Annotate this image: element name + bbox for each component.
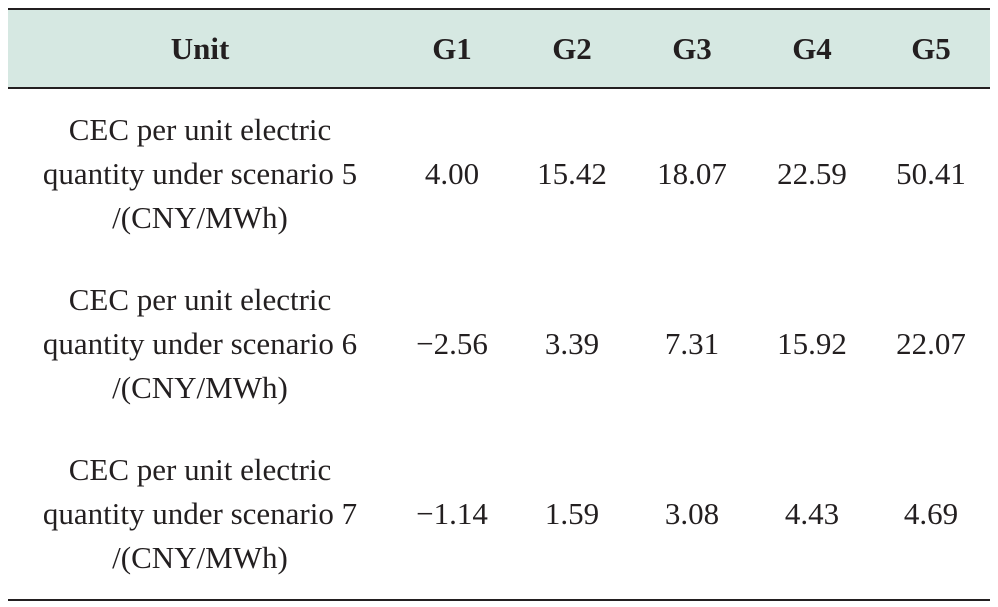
row-label: CEC per unit electric quantity under sce…: [8, 429, 392, 601]
cell-g3: 3.08: [632, 429, 752, 601]
row-label-line: /(CNY/MWh): [112, 370, 288, 405]
header-g2: G2: [512, 8, 632, 89]
cell-g1: −1.14: [392, 429, 512, 601]
row-label-line: CEC per unit electric: [68, 452, 332, 487]
table-row: CEC per unit electric quantity under sce…: [8, 259, 990, 429]
table-row: CEC per unit electric quantity under sce…: [8, 429, 990, 601]
row-label-line: quantity under scenario 5: [42, 156, 358, 191]
cell-g3: 18.07: [657, 156, 727, 191]
row-label-line: CEC per unit electric: [68, 282, 332, 317]
data-table: Unit G1 G2 G3 G4 G5 CEC per unit electri…: [8, 8, 990, 601]
row-label-line: /(CNY/MWh): [112, 200, 288, 235]
row-label-line: quantity under scenario 6: [42, 326, 358, 361]
cell-g1: −2.56: [416, 326, 488, 361]
row-label: CEC per unit electric quantity under sce…: [8, 259, 392, 429]
cell-g5: 22.07: [896, 326, 966, 361]
table-header-row: Unit G1 G2 G3 G4 G5: [8, 8, 990, 89]
cell-g4: 15.92: [777, 326, 847, 361]
cell-g5: 50.41: [896, 156, 966, 191]
row-label-line: CEC per unit electric: [68, 112, 332, 147]
row-label-line: quantity under scenario 7: [42, 496, 358, 531]
cell-g2: 1.59: [512, 429, 632, 601]
header-g3: G3: [632, 8, 752, 89]
cell-g5: 4.69: [872, 429, 990, 601]
header-g5: G5: [872, 8, 990, 89]
row-label: CEC per unit electric quantity under sce…: [8, 88, 392, 259]
cell-g4: 22.59: [777, 156, 847, 191]
cell-g1: 4.00: [424, 156, 480, 191]
cell-g3: 7.31: [664, 326, 720, 361]
header-g1: G1: [392, 8, 512, 89]
cell-g2: 3.39: [544, 326, 600, 361]
cell-g2: 15.42: [537, 156, 607, 191]
cell-g4: 4.43: [752, 429, 872, 601]
row-label-line: /(CNY/MWh): [112, 540, 288, 575]
header-g4: G4: [752, 8, 872, 89]
header-unit: Unit: [8, 8, 392, 89]
table-row: CEC per unit electric quantity under sce…: [8, 88, 990, 259]
